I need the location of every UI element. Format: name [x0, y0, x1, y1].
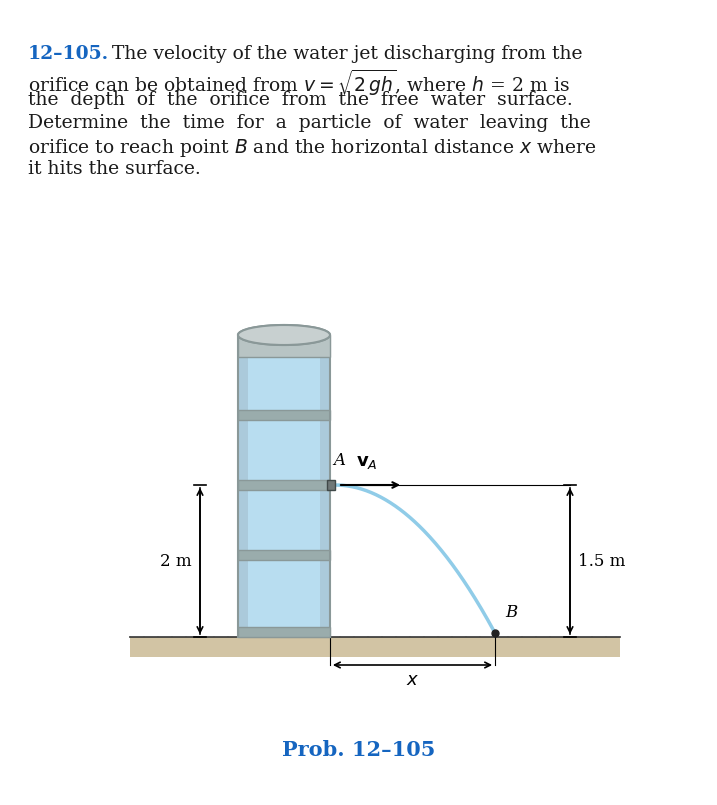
Text: 12–105.: 12–105. — [28, 45, 109, 63]
Text: $\mathbf{v}_A$: $\mathbf{v}_A$ — [356, 453, 378, 471]
Ellipse shape — [238, 325, 330, 345]
Text: orifice to reach point $B$ and the horizontal distance $x$ where: orifice to reach point $B$ and the horiz… — [28, 137, 597, 159]
Text: 1.5 m: 1.5 m — [578, 552, 625, 569]
Bar — [238, 410, 330, 420]
Text: orifice can be obtained from $v = \sqrt{2\,gh}$, where $h$ = 2 m is: orifice can be obtained from $v = \sqrt{… — [28, 68, 570, 98]
Text: $x$: $x$ — [406, 671, 419, 689]
Text: the  depth  of  the  orifice  from  the  free  water  surface.: the depth of the orifice from the free w… — [28, 91, 573, 109]
Text: Determine  the  time  for  a  particle  of  water  leaving  the: Determine the time for a particle of wat… — [28, 114, 591, 132]
Ellipse shape — [238, 325, 330, 345]
Text: it hits the surface.: it hits the surface. — [28, 160, 201, 178]
Text: A: A — [333, 452, 345, 469]
Text: Prob. 12–105: Prob. 12–105 — [282, 740, 435, 760]
Text: The velocity of the water jet discharging from the: The velocity of the water jet dischargin… — [100, 45, 582, 63]
Bar — [238, 335, 248, 637]
Bar — [238, 335, 330, 357]
Bar — [238, 335, 330, 637]
Bar — [238, 627, 330, 637]
Bar — [238, 335, 330, 637]
Bar — [238, 550, 330, 560]
Bar — [327, 480, 335, 490]
Text: 2 m: 2 m — [161, 552, 192, 569]
Bar — [320, 335, 330, 637]
Bar — [130, 637, 620, 657]
Bar — [238, 480, 330, 490]
Text: B: B — [505, 604, 517, 621]
